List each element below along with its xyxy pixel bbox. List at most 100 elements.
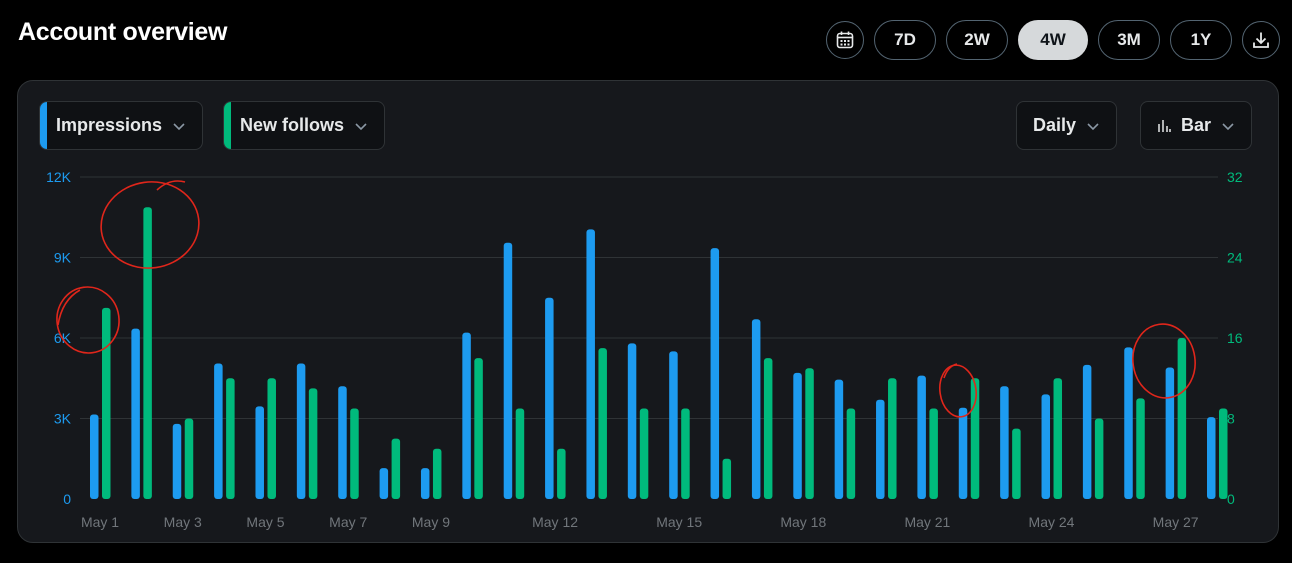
impressions-bar bbox=[338, 386, 347, 499]
new-follows-bar bbox=[143, 207, 152, 499]
annotation-circle bbox=[1132, 323, 1196, 399]
annotation-circle bbox=[100, 181, 200, 269]
x-tick-label: May 9 bbox=[412, 514, 450, 530]
impressions-bar bbox=[90, 414, 99, 499]
impressions-bar bbox=[131, 328, 140, 499]
impressions-bar bbox=[1041, 394, 1051, 499]
impressions-bar bbox=[172, 423, 182, 499]
impressions-bar bbox=[545, 297, 554, 499]
impressions-bar bbox=[958, 407, 968, 499]
impressions-bar bbox=[462, 332, 471, 499]
chevron-down-icon bbox=[173, 122, 185, 130]
new-follows-bar bbox=[308, 388, 318, 499]
new-follows-bar bbox=[681, 408, 690, 499]
page-title: Account overview bbox=[18, 18, 228, 46]
new-follows-bar bbox=[1136, 398, 1145, 499]
new-follows-bar bbox=[888, 378, 897, 499]
range-7d-button[interactable]: 7D bbox=[874, 20, 936, 60]
chevron-down-icon bbox=[1087, 122, 1099, 130]
chart-type-select[interactable]: Bar bbox=[1140, 101, 1253, 150]
impressions-bar bbox=[1124, 347, 1133, 499]
impressions-bar bbox=[917, 375, 926, 499]
impressions-bar bbox=[876, 399, 885, 499]
impressions-bar bbox=[669, 351, 678, 499]
new-follows-bar bbox=[929, 408, 938, 499]
impressions-bar bbox=[751, 319, 761, 499]
impressions-bar bbox=[1165, 367, 1175, 499]
y-right-tick-label: 8 bbox=[1227, 411, 1235, 427]
impressions-bar bbox=[214, 363, 223, 499]
calendar-icon bbox=[836, 31, 854, 49]
impressions-bar bbox=[834, 379, 844, 499]
x-tick-label: May 15 bbox=[656, 514, 702, 530]
new-follows-bar bbox=[846, 408, 856, 499]
x-tick-label: May 18 bbox=[780, 514, 826, 530]
download-button[interactable] bbox=[1242, 21, 1280, 59]
x-tick-label: May 12 bbox=[532, 514, 578, 530]
x-tick-label: May 24 bbox=[1029, 514, 1075, 530]
impressions-metric-select[interactable]: Impressions bbox=[39, 101, 204, 150]
new-follows-bar bbox=[474, 358, 483, 499]
interval-select[interactable]: Daily bbox=[1016, 101, 1118, 150]
new-follows-bar bbox=[102, 307, 111, 499]
y-right-tick-label: 32 bbox=[1227, 169, 1243, 185]
new-follows-bar bbox=[432, 448, 442, 499]
impressions-color-swatch bbox=[40, 102, 47, 149]
new-follows-color-swatch bbox=[224, 102, 231, 149]
new-follows-bar bbox=[1177, 338, 1187, 499]
y-right-tick-label: 16 bbox=[1227, 330, 1243, 346]
new-follows-bar bbox=[722, 458, 732, 499]
x-tick-label: May 5 bbox=[246, 514, 284, 530]
impressions-bar bbox=[1207, 417, 1216, 499]
impressions-bar bbox=[627, 343, 637, 499]
new-follows-bar bbox=[184, 418, 194, 499]
new-follows-bar bbox=[970, 378, 980, 499]
y-left-tick-label: 0 bbox=[63, 491, 71, 507]
range-4w-button[interactable]: 4W bbox=[1018, 20, 1088, 60]
y-left-tick-label: 3K bbox=[54, 411, 72, 427]
calendar-button[interactable] bbox=[826, 21, 864, 59]
annotation-stroke bbox=[943, 363, 958, 379]
y-left-tick-label: 12K bbox=[46, 169, 72, 185]
range-2w-button[interactable]: 2W bbox=[946, 20, 1008, 60]
impressions-bar bbox=[1082, 364, 1092, 499]
new-follows-bar bbox=[557, 448, 566, 499]
impressions-label: Impressions bbox=[56, 115, 163, 135]
new-follows-bar bbox=[763, 358, 773, 499]
chart-type-label: Bar bbox=[1181, 115, 1212, 135]
impressions-bar bbox=[1000, 386, 1009, 499]
new-follows-metric-select[interactable]: New follows bbox=[223, 101, 386, 150]
new-follows-bar bbox=[1012, 428, 1021, 499]
y-right-tick-label: 0 bbox=[1227, 491, 1235, 507]
new-follows-bar bbox=[805, 368, 814, 499]
range-1y-button[interactable]: 1Y bbox=[1170, 20, 1232, 60]
new-follows-bar bbox=[391, 438, 401, 499]
bar-chart-icon bbox=[1158, 119, 1171, 132]
new-follows-bar bbox=[598, 348, 607, 499]
y-left-tick-label: 9K bbox=[54, 250, 72, 266]
interval-label: Daily bbox=[1033, 115, 1077, 135]
new-follows-bar bbox=[515, 408, 525, 499]
impressions-bar bbox=[296, 363, 306, 499]
range-3m-button[interactable]: 3M bbox=[1098, 20, 1160, 60]
annotation-stroke bbox=[156, 180, 186, 191]
impressions-bar bbox=[586, 229, 595, 499]
impressions-bar bbox=[420, 468, 430, 499]
impressions-bar bbox=[255, 406, 264, 499]
x-tick-label: May 27 bbox=[1153, 514, 1199, 530]
x-tick-label: May 3 bbox=[164, 514, 202, 530]
new-follows-bar bbox=[350, 408, 359, 499]
date-range-toolbar: 7D 2W 4W 3M 1Y bbox=[826, 20, 1280, 60]
chevron-down-icon bbox=[1222, 122, 1234, 130]
new-follows-bar bbox=[1094, 418, 1104, 499]
x-tick-label: May 1 bbox=[81, 514, 119, 530]
new-follows-label: New follows bbox=[240, 115, 345, 135]
new-follows-bar bbox=[267, 378, 276, 499]
x-tick-label: May 7 bbox=[329, 514, 367, 530]
new-follows-bar bbox=[226, 378, 235, 499]
impressions-bar bbox=[503, 242, 513, 499]
new-follows-bar bbox=[639, 408, 649, 499]
annotation-stroke bbox=[57, 289, 81, 326]
new-follows-bar bbox=[1219, 408, 1228, 499]
